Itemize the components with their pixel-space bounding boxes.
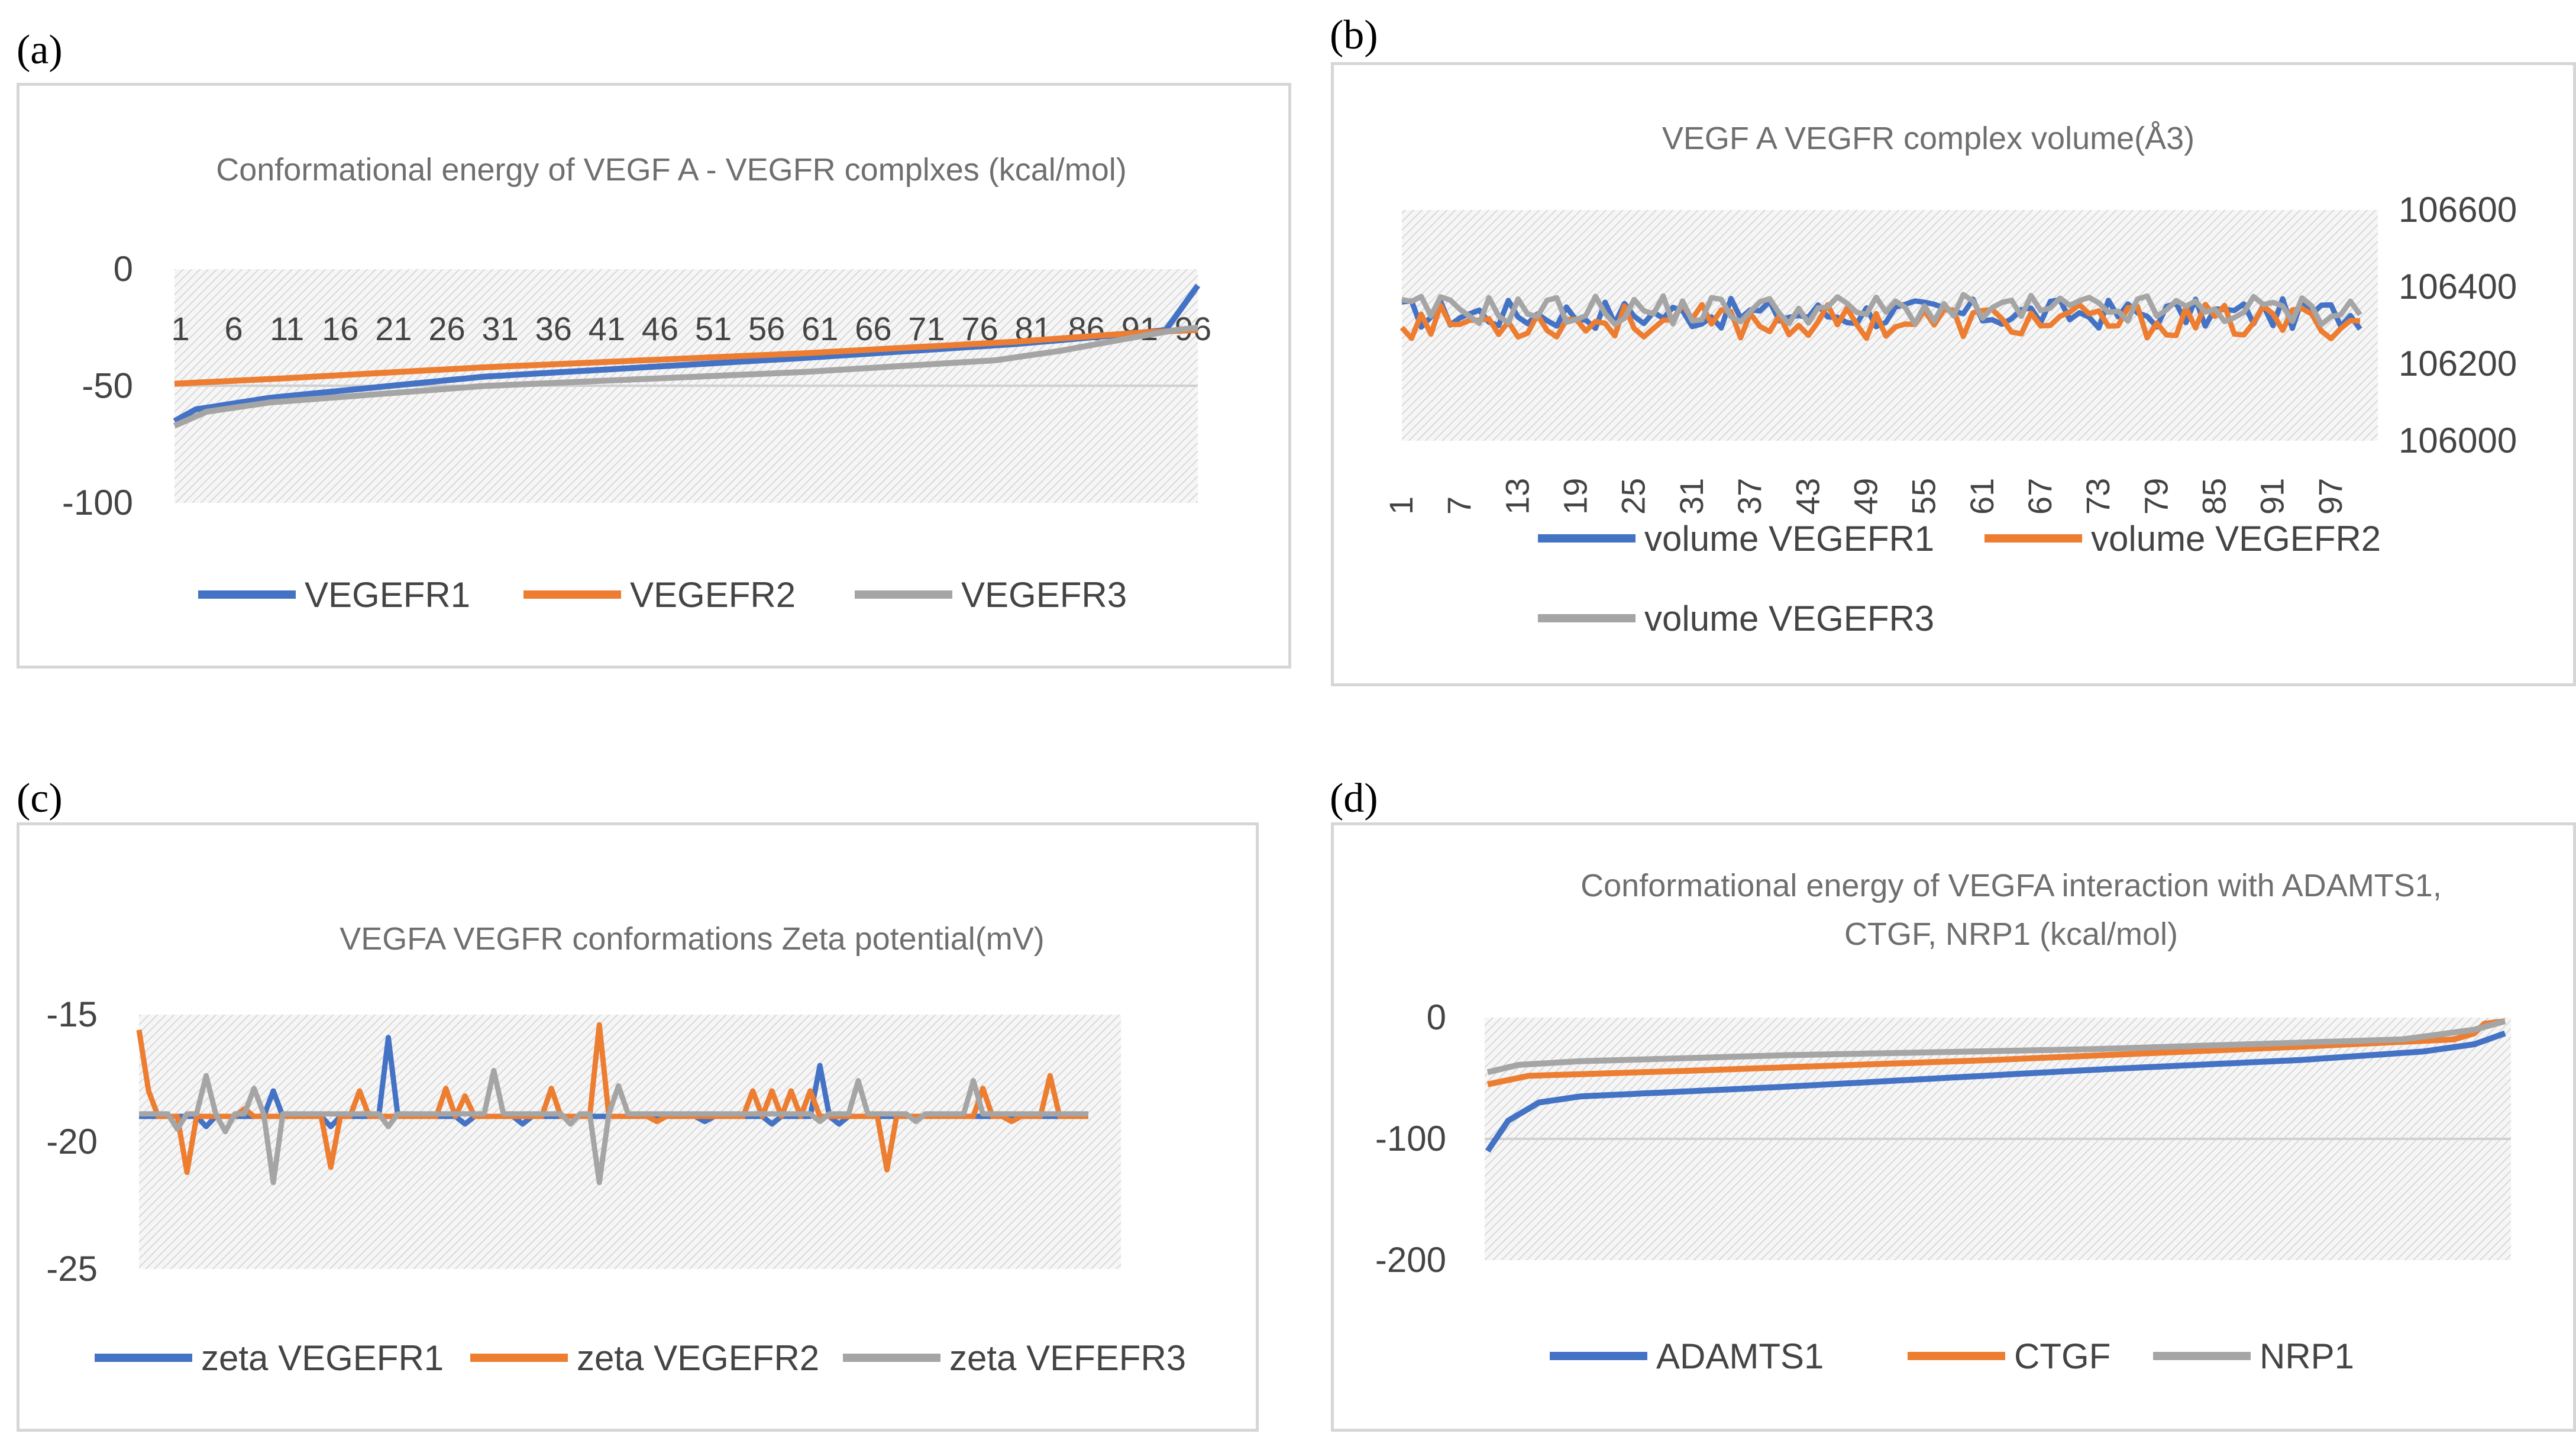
- legend-label-adamts1: ADAMTS1: [1656, 1336, 1824, 1376]
- legend-label-vegefr1: VEGEFR1: [305, 575, 470, 615]
- x-tick-label: 11: [270, 310, 304, 347]
- x-tick-label: 1: [1382, 496, 1420, 515]
- x-tick-label: 56: [748, 310, 785, 347]
- x-tick-label: 26: [428, 310, 465, 347]
- chart-d: Conformational energy of VEGFA interacti…: [1375, 868, 2511, 1376]
- y-tick-label: 106400: [2399, 267, 2517, 306]
- x-tick-label: 21: [375, 310, 412, 347]
- chart-a-title: Conformational energy of VEGF A - VEGFR …: [216, 152, 1127, 188]
- chart-c-title: VEGFA VEGFR conformations Zeta potential…: [340, 921, 1044, 957]
- y-tick-label: -200: [1375, 1240, 1446, 1280]
- x-tick-label: 37: [1731, 478, 1768, 515]
- legend-label-volume-vegefr2: volume VEGEFR2: [2091, 519, 2381, 558]
- x-tick-label: 31: [481, 310, 518, 347]
- panel-label-b: (b): [1330, 12, 1378, 58]
- x-tick-label: 55: [1905, 478, 1942, 515]
- x-tick-label: 51: [695, 310, 732, 347]
- x-tick-label: 43: [1789, 478, 1826, 515]
- chart-c: VEGFA VEGFR conformations Zeta potential…: [46, 921, 1186, 1378]
- legend-label-ctgf: CTGF: [2014, 1336, 2110, 1376]
- x-tick-label: 13: [1498, 478, 1536, 515]
- panel-label-a: (a): [17, 27, 63, 73]
- x-tick-label: 61: [801, 310, 838, 347]
- x-tick-label: 6: [225, 310, 243, 347]
- chart-b: VEGF A VEGFR complex volume(Å3) 106600 10…: [1382, 121, 2517, 638]
- x-tick-label: 67: [2021, 478, 2058, 515]
- y-tick-label: -20: [46, 1122, 98, 1161]
- chart-a: Conformational energy of VEGF A - VEGFR …: [62, 152, 1211, 615]
- chart-d-title: Conformational energy of VEGFA interacti…: [1580, 868, 2442, 903]
- legend-label-nrp1: NRP1: [2260, 1336, 2354, 1376]
- x-tick-label: 46: [642, 310, 678, 347]
- series-line-ctgf: [1486, 1018, 2506, 1087]
- y-tick-label: -100: [62, 483, 133, 522]
- x-tick-label: 36: [535, 310, 572, 347]
- x-tick-label: 19: [1557, 478, 1594, 515]
- legend-label-zeta-vegefr1: zeta VEGEFR1: [201, 1338, 444, 1378]
- y-tick-label: 0: [1427, 997, 1446, 1037]
- series-line-vegefr3: [173, 324, 1198, 429]
- x-tick-label: 71: [908, 310, 945, 347]
- chart-b-title: VEGF A VEGFR complex volume(Å3): [1662, 121, 2194, 156]
- y-tick-label: -100: [1375, 1119, 1446, 1158]
- x-tick-label: 25: [1615, 478, 1652, 515]
- chart-d-title-line2: CTGF, NRP1 (kcal/mol): [1844, 916, 2178, 952]
- x-tick-label: 41: [589, 310, 625, 347]
- x-tick-label: 16: [322, 310, 358, 347]
- x-tick-label: 97: [2312, 478, 2349, 515]
- series-line-nrp1: [1486, 1018, 2506, 1076]
- y-tick-label: 106600: [2399, 190, 2517, 230]
- panel-label-c: (c): [17, 776, 63, 821]
- legend-label-volume-vegefr1: volume VEGEFR1: [1644, 519, 1934, 558]
- panel-label-d: (d): [1330, 776, 1378, 821]
- legend-label-zeta-vegefr2: zeta VEGEFR2: [577, 1338, 819, 1378]
- x-tick-label: 61: [1963, 478, 2000, 515]
- x-tick-label: 66: [855, 310, 891, 347]
- series-line-vegefr2: [174, 327, 1198, 387]
- legend-label-vegefr3: VEGEFR3: [961, 575, 1127, 615]
- x-tick-label: 73: [2079, 478, 2116, 515]
- x-tick-label: 7: [1440, 496, 1478, 515]
- legend-label-volume-vegefr3: volume VEGEFR3: [1644, 599, 1934, 638]
- y-tick-label: 106000: [2399, 421, 2517, 460]
- y-tick-label: 106200: [2399, 344, 2517, 383]
- x-tick-label: 91: [2254, 478, 2291, 515]
- x-tick-label: 85: [2196, 478, 2233, 515]
- y-tick-label: 0: [114, 249, 133, 289]
- x-tick-label: 49: [1847, 478, 1884, 515]
- series-line-volume-vegefr2: [1399, 302, 2361, 341]
- y-tick-label: -15: [46, 995, 98, 1034]
- series-line-volume-vegefr3: [1401, 292, 2362, 327]
- y-tick-label: -25: [46, 1249, 98, 1289]
- x-tick-label: 79: [2137, 478, 2174, 515]
- x-tick-label: 1: [171, 310, 189, 347]
- legend-label-vegefr2: VEGEFR2: [630, 575, 796, 615]
- legend-label-zeta-vefefr3: zeta VEFEFR3: [949, 1338, 1186, 1378]
- chart-c-plot-area: [139, 1015, 1121, 1269]
- y-tick-label: -50: [82, 366, 133, 406]
- series-line-adamts1: [1485, 1030, 2506, 1153]
- x-tick-label: 31: [1673, 478, 1710, 515]
- series-line-zeta-vefefr3: [139, 1068, 1088, 1186]
